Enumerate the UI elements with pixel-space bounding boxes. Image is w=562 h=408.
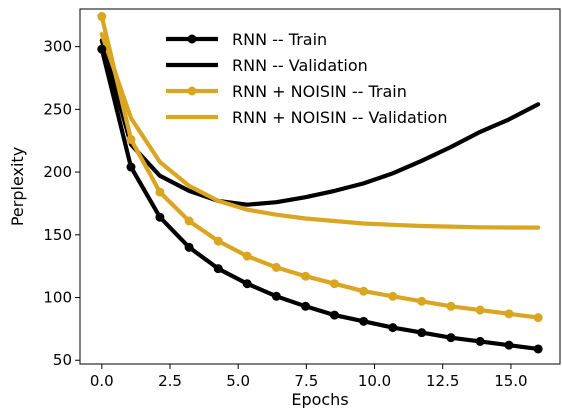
data-point — [329, 310, 339, 320]
series-line — [99, 38, 541, 207]
data-point — [359, 286, 369, 296]
x-tick-label: 7.5 — [294, 372, 318, 390]
data-point — [417, 296, 427, 306]
legend-marker — [187, 34, 197, 44]
x-tick-label: 10.0 — [358, 372, 391, 390]
x-axis-label: Epochs — [291, 390, 348, 408]
legend-label: RNN + NOISIN -- Train — [232, 82, 407, 101]
data-point — [329, 279, 339, 289]
data-point — [504, 340, 514, 350]
x-tick-label: 5.0 — [226, 372, 250, 390]
legend-label: RNN + NOISIN -- Validation — [232, 108, 447, 127]
series-layer — [97, 12, 543, 354]
data-point — [475, 305, 485, 315]
plot-frame — [79, 8, 561, 365]
data-point — [301, 271, 311, 281]
x-tick-label: 12.5 — [426, 372, 459, 390]
y-axis: 50 100 150 200 250 300 — [43, 38, 80, 369]
y-axis-label: Perplexity — [8, 147, 27, 226]
legend-label: RNN -- Validation — [232, 56, 368, 75]
series-line — [99, 14, 541, 320]
series-line — [99, 31, 541, 230]
data-point — [388, 323, 398, 333]
data-point — [301, 301, 311, 311]
data-point — [446, 333, 456, 343]
data-point — [271, 262, 281, 272]
legend: RNN -- Train RNN -- Validation RNN + NOISI… — [166, 30, 447, 127]
y-tick-label: 100 — [43, 289, 72, 307]
data-point — [155, 212, 165, 222]
y-tick-label: 50 — [53, 351, 72, 369]
y-tick-label: 300 — [43, 38, 72, 56]
data-point — [213, 236, 223, 246]
data-point — [97, 12, 107, 22]
data-point — [126, 134, 136, 144]
data-point — [504, 309, 514, 319]
data-point — [533, 313, 543, 323]
data-point — [475, 336, 485, 346]
data-point — [417, 328, 427, 338]
data-point — [97, 44, 107, 54]
x-tick-label: 15.0 — [494, 372, 527, 390]
y-tick-label: 200 — [43, 163, 72, 181]
x-tick-label: 0.0 — [90, 372, 114, 390]
data-point — [184, 242, 194, 252]
y-tick-label: 250 — [43, 100, 72, 118]
data-point — [446, 301, 456, 311]
data-point — [213, 264, 223, 274]
data-point — [271, 291, 281, 301]
data-point — [388, 291, 398, 301]
legend-label: RNN -- Train — [232, 30, 327, 49]
data-point — [155, 187, 165, 197]
data-point — [126, 162, 136, 172]
data-point — [242, 279, 252, 289]
series-line — [99, 46, 541, 351]
x-axis: 0.0 2.5 5.0 7.5 10.0 12.5 15.0 — [90, 364, 528, 390]
legend-marker — [187, 86, 197, 96]
y-tick-label: 150 — [43, 226, 72, 244]
data-point — [242, 251, 252, 261]
x-tick-label: 2.5 — [158, 372, 182, 390]
data-point — [533, 344, 543, 354]
data-point — [359, 316, 369, 326]
data-point — [184, 216, 194, 226]
